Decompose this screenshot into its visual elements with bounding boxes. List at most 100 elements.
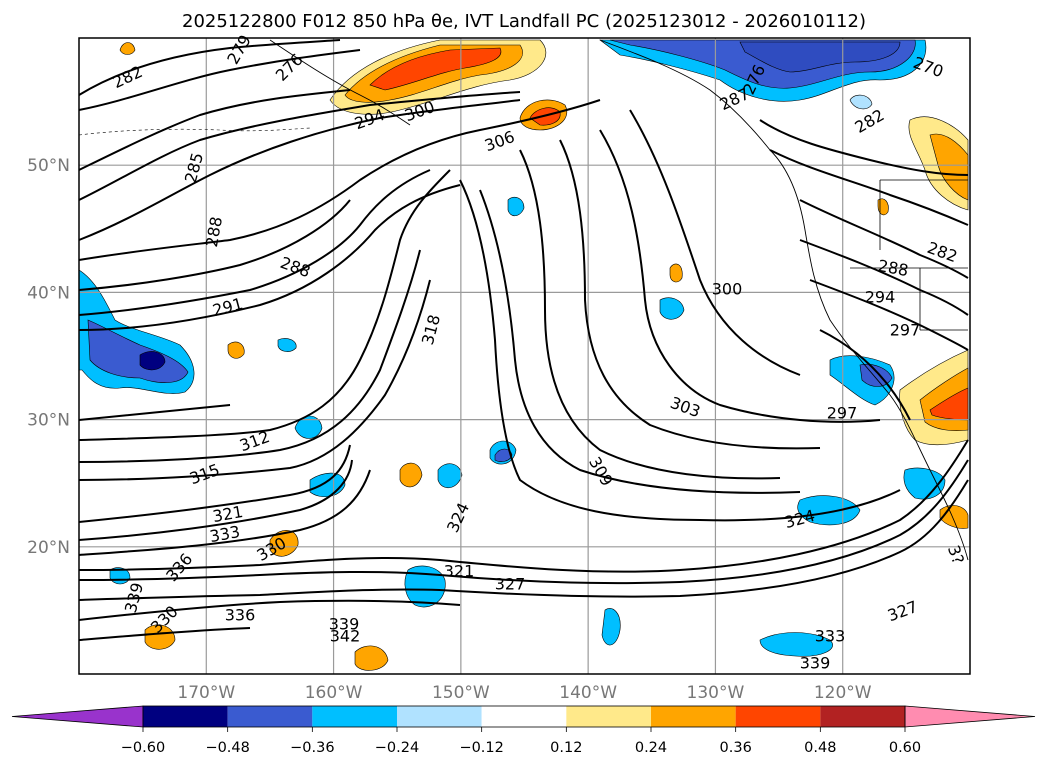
- contour-label: 333: [815, 627, 846, 646]
- colorbar-tick-label: −0.48: [205, 740, 249, 756]
- theta-e-contours: [78, 39, 969, 641]
- theta-e-contour: [769, 149, 969, 226]
- pc-negative-blob: [507, 196, 525, 217]
- pc-negative-blob: [494, 448, 513, 462]
- contour-label: 342: [330, 627, 361, 646]
- theta-e-contour: [78, 599, 461, 621]
- theta-e-contour: [78, 479, 969, 601]
- colorbar-frame: [142, 705, 906, 728]
- theta-e-contour: [78, 99, 601, 261]
- pc-positive-blob: [369, 47, 502, 91]
- lon-tick-label: 170°W: [177, 683, 235, 703]
- colorbar-segment: [566, 706, 651, 727]
- lon-tick-label: 140°W: [559, 683, 617, 703]
- theta-e-contour: [78, 184, 461, 331]
- lon-tick-label: 130°W: [687, 683, 745, 703]
- pc-positive-blob: [354, 645, 389, 671]
- contour-label: 294: [865, 288, 896, 307]
- lat-tick-label: 50°N: [27, 156, 70, 176]
- colorbar-segment: [397, 706, 482, 727]
- colorbar-tick-label: −0.60: [121, 740, 165, 756]
- theta-e-contour: [78, 459, 969, 585]
- theta-e-contour: [78, 91, 521, 201]
- gridlines: [79, 38, 970, 674]
- pc-negative-blob: [759, 632, 833, 657]
- colorbar-extend-high: [904, 705, 1036, 728]
- pc-positive-blob: [227, 341, 245, 359]
- coastlines: [78, 39, 969, 561]
- pc-negative-blob: [739, 41, 901, 73]
- pc-negative-blob: [601, 608, 621, 646]
- theta-e-contour: [78, 249, 421, 463]
- theta-e-contour: [78, 99, 521, 241]
- pc-negative-blob: [139, 351, 166, 371]
- pc-negative-blob: [903, 467, 946, 500]
- colorbar-tick-label: −0.36: [290, 740, 334, 756]
- contour-label: 339: [800, 654, 831, 673]
- aleutian-coastline: [269, 39, 411, 126]
- theta-e-contour: [78, 169, 451, 441]
- theta-e-contour: [629, 109, 801, 376]
- colorbar-tick-label: −0.12: [459, 740, 503, 756]
- contour-label: 321: [444, 562, 475, 581]
- pc-positive-blob: [399, 462, 423, 488]
- theta-e-contour: [819, 329, 911, 421]
- lon-tick-label: 160°W: [305, 683, 363, 703]
- theta-e-contour: [78, 469, 371, 556]
- aleutian-islands: [78, 127, 311, 136]
- colorbar-segment: [143, 706, 228, 727]
- contour-label: 336: [225, 606, 256, 625]
- contour-label: 327: [495, 575, 526, 594]
- pc-positive-blob: [119, 42, 136, 55]
- figure-title: 2025122800 F012 850 hPa θe, IVT Landfall…: [182, 11, 866, 32]
- theta-e-contour: [599, 129, 881, 423]
- theta-e-contour: [78, 199, 351, 291]
- pc-positive-blob: [877, 198, 889, 216]
- pc-shading-layer: [78, 39, 969, 671]
- pc-negative-blob: [277, 338, 297, 352]
- lon-tick-label: 150°W: [432, 683, 490, 703]
- lat-tick-labels: 50°N 40°N 30°N 20°N: [27, 156, 70, 558]
- theta-e-contour: [78, 49, 361, 111]
- lon-tick-label: 120°W: [814, 683, 872, 703]
- theta-e-contour: [519, 149, 781, 480]
- lat-tick-label: 20°N: [27, 538, 70, 558]
- colorbar-segment: [820, 706, 905, 727]
- map-frame: [78, 37, 971, 675]
- theta-e-contour: [78, 404, 231, 421]
- theta-e-contour: [479, 189, 801, 494]
- colorbar-tick-label: 0.60: [889, 740, 921, 756]
- pc-positive-blob: [669, 263, 683, 283]
- contour-label: 339: [329, 615, 360, 634]
- theta-e-contour: [78, 627, 251, 641]
- colorbar-segment: [227, 706, 313, 727]
- theta-e-contour: [78, 89, 351, 171]
- colorbar-tick-label: 0.24: [635, 740, 667, 756]
- colorbar-segment: [651, 706, 736, 727]
- colorbar-segment: [735, 706, 821, 727]
- colorbar: −0.60 −0.48 −0.36 −0.24 −0.12 0.12 0.24 0.36 0.4…: [11, 705, 1036, 756]
- pc-positive-blob: [269, 530, 299, 557]
- theta-e-contour: [78, 39, 341, 96]
- theta-e-contour: [78, 459, 353, 541]
- colorbar-tick-label: 0.48: [804, 740, 836, 756]
- contour-label: 297: [890, 321, 921, 340]
- pc-negative-blob: [87, 319, 189, 383]
- theta-e-contour: [78, 169, 431, 316]
- colorbar-tick-label: 0.36: [720, 740, 752, 756]
- theta-e-contour: [78, 279, 431, 481]
- colorbar-segment: [481, 706, 567, 727]
- theta-e-contour: [559, 139, 821, 450]
- theta-e-contour: [78, 444, 351, 523]
- theta-e-contour: [459, 179, 901, 522]
- north-america-coastline: [599, 39, 969, 561]
- theta-e-contour: [78, 439, 969, 573]
- theta-e-contour: [759, 119, 969, 176]
- lat-tick-label: 40°N: [27, 283, 70, 303]
- pc-negative-blob: [849, 94, 873, 110]
- contour-label: 297: [827, 404, 858, 423]
- colorbar-extend-low: [11, 705, 144, 728]
